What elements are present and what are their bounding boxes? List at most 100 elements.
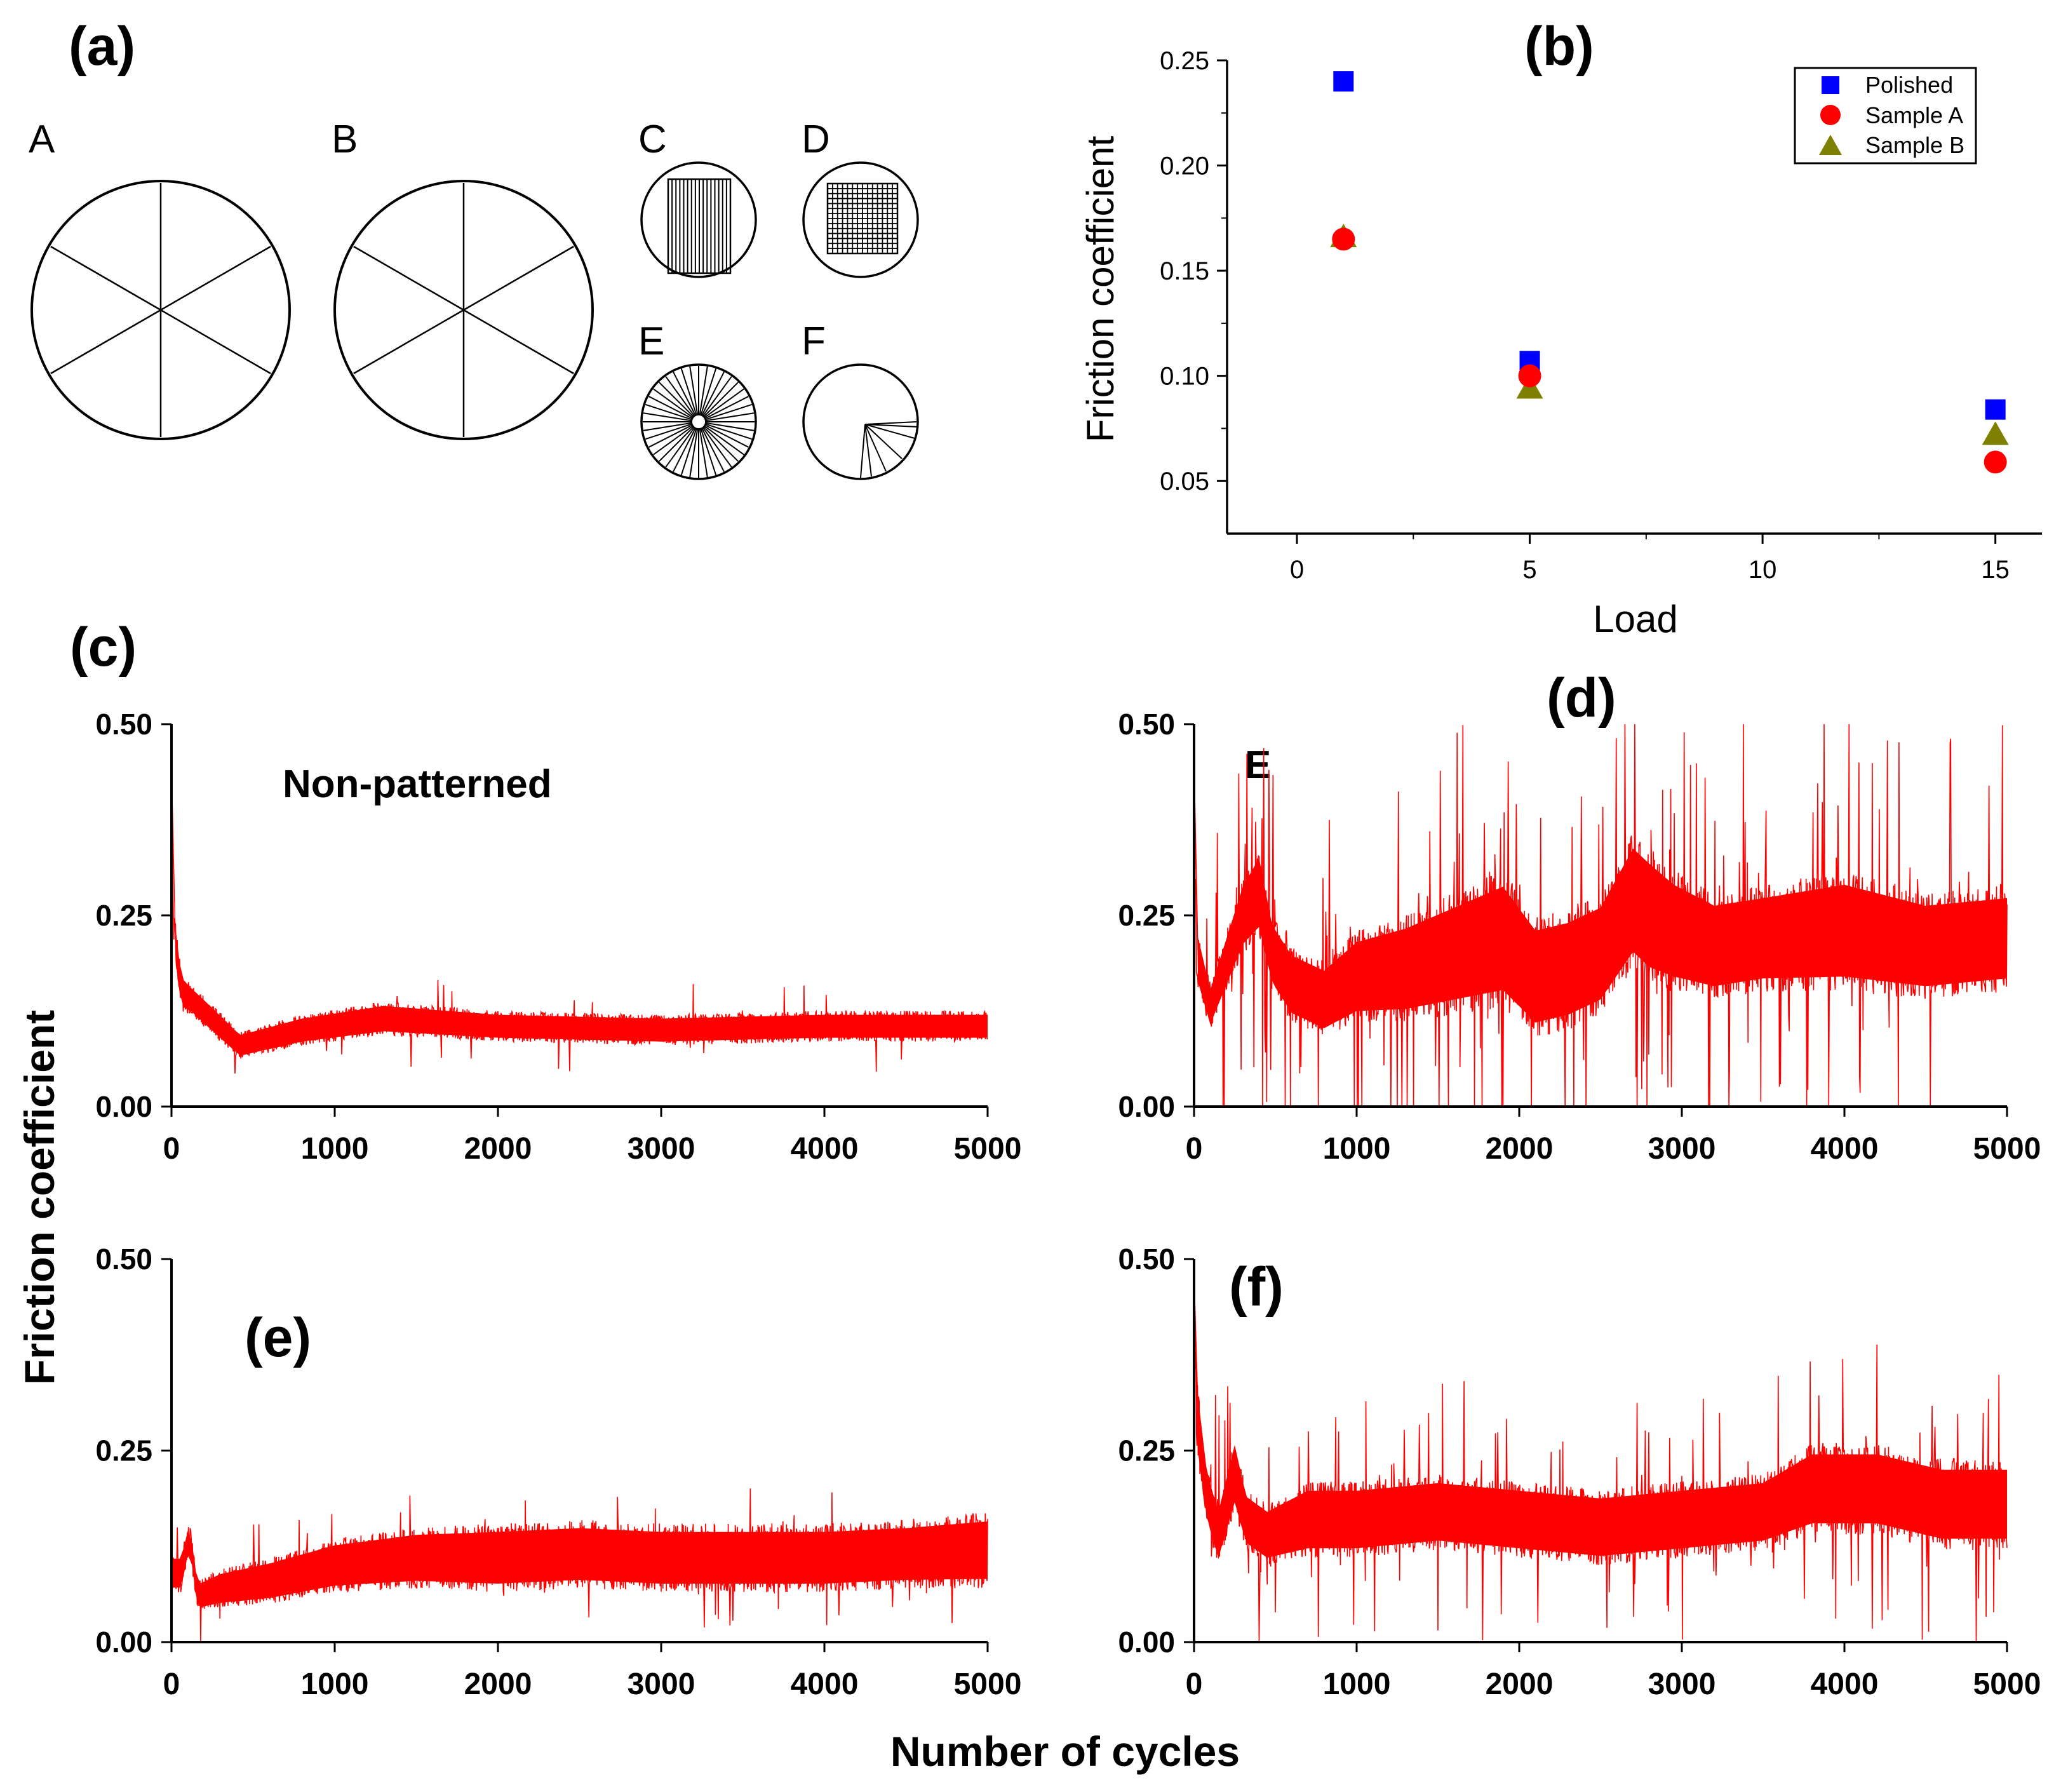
radial-line	[700, 428, 717, 476]
panel-e-tag: (e)	[245, 1307, 311, 1368]
panel-d: 0 1000 2000 3000 4000 5000 0.00 0.25 0.50	[1118, 708, 2041, 1166]
legend-polished-label: Polished	[1865, 72, 1953, 98]
panel-f-x-tick-label: 4000	[1811, 1667, 1879, 1701]
panel-a-tag: (a)	[69, 16, 135, 77]
panel-f-y-tick-label: 0.00	[1118, 1626, 1175, 1659]
polished-point	[1985, 399, 2006, 420]
friction-band-e	[171, 1521, 988, 1607]
radial-line	[680, 368, 697, 416]
panel-e-x-tick-label: 1000	[301, 1667, 369, 1701]
panel-b-x-axis-label: Load	[1593, 598, 1677, 640]
panel-d-x-tick-label: 3000	[1648, 1132, 1716, 1166]
radial-line	[703, 388, 744, 419]
pattern-label-c: C	[638, 118, 667, 161]
spoke-line	[50, 245, 161, 311]
pattern-f-fan	[802, 363, 919, 480]
spoke-line	[160, 309, 271, 375]
sample-a-point	[1984, 450, 2007, 474]
sample-a-point	[1332, 227, 1355, 251]
panel-b-x-tick-label: 15	[1981, 556, 2010, 584]
pattern-label-a: A	[29, 118, 55, 161]
radial-line	[704, 412, 755, 422]
shared-y-axis-label: Friction coefficient	[16, 1010, 63, 1385]
radial-line	[701, 372, 725, 417]
radial-line	[689, 366, 699, 416]
fan-line	[864, 421, 917, 425]
panel-e-x-tick-label: 0	[163, 1667, 180, 1701]
panel-b-y-axis-label: Friction coefficient	[1079, 135, 1122, 442]
pattern-d-grid	[802, 161, 919, 278]
fan-line	[860, 424, 866, 478]
radial-line	[648, 396, 694, 420]
panel-f-x-tick-label: 3000	[1648, 1667, 1716, 1701]
panel-d-y-tick-label: 0.50	[1118, 708, 1175, 741]
panel-b-y-tick-label: 0.10	[1160, 363, 1209, 391]
radial-line	[704, 424, 749, 448]
radial-line	[659, 382, 695, 418]
panel-b-y-tick-label: 0.20	[1160, 152, 1209, 180]
fan-line	[864, 424, 915, 439]
panel-c-tag: (c)	[70, 617, 137, 678]
panel-f-y-tick-label: 0.50	[1118, 1243, 1175, 1276]
panel-f: 0 1000 2000 3000 4000 5000 0.00 0.25 0.50	[1118, 1243, 2041, 1701]
radial-line	[704, 396, 749, 420]
legend-polished-marker	[1822, 76, 1839, 94]
panel-e-y-tick-label: 0.25	[95, 1434, 152, 1467]
pattern-label-f: F	[802, 320, 826, 363]
pattern-label-e: E	[638, 320, 664, 363]
fan-line	[864, 424, 872, 477]
spoke-line	[160, 245, 271, 311]
legend-sample-a-marker	[1820, 105, 1841, 125]
pattern-label-b: B	[332, 118, 358, 161]
radial-line	[699, 428, 708, 478]
sample-b-point	[1982, 421, 2009, 445]
radial-line	[665, 426, 695, 468]
fan-line	[864, 424, 918, 428]
spoke-line	[353, 309, 464, 375]
radial-line	[702, 426, 732, 468]
radial-line	[653, 425, 694, 455]
panel-d-y-tick-label: 0.00	[1118, 1090, 1175, 1123]
radial-line	[673, 372, 697, 417]
legend-sample-b-label: Sample B	[1865, 132, 1964, 158]
panel-b-legend: Polished Sample A Sample B	[1794, 67, 1977, 165]
panel-b-x-tick-label: 0	[1290, 556, 1304, 584]
panel-c-y-tick-label: 0.25	[95, 899, 152, 932]
friction-band-d	[1194, 739, 2007, 1028]
panel-c-x-tick-label: 5000	[954, 1132, 1022, 1166]
pattern-label-d: D	[802, 118, 830, 161]
legend-sample-b-marker	[1819, 135, 1842, 155]
panel-d-tag: (d)	[1547, 668, 1616, 729]
radial-line	[680, 428, 697, 476]
radial-line	[699, 366, 708, 416]
radial-line	[643, 412, 693, 422]
panel-f-x-tick-label: 1000	[1323, 1667, 1391, 1701]
radial-line	[702, 426, 739, 462]
panel-d-x-tick-label: 0	[1186, 1132, 1203, 1166]
panel-b-y-tick-label: 0.15	[1160, 257, 1209, 285]
panel-d-y-tick-label: 0.25	[1118, 899, 1175, 932]
radial-line	[702, 382, 739, 418]
friction-band-c	[171, 747, 988, 1056]
pattern-e-dense-radial	[640, 363, 757, 480]
spoke-line	[50, 309, 161, 375]
panel-b-y-tick-label: 0.05	[1160, 468, 1209, 495]
radial-line	[645, 403, 693, 421]
panel-e-y-tick-label: 0.00	[95, 1626, 152, 1659]
panel-e-y-tick-label: 0.50	[95, 1243, 152, 1276]
radial-line	[665, 376, 695, 417]
panel-c-y-tick-label: 0.50	[95, 708, 152, 741]
panel-e-x-tick-label: 4000	[791, 1667, 859, 1701]
panel-c-x-tick-label: 1000	[301, 1132, 369, 1166]
radial-line	[653, 388, 694, 419]
panel-c-x-tick-label: 3000	[628, 1132, 695, 1166]
panel-b-tag: (b)	[1524, 16, 1594, 77]
pattern-c-vertical-lines	[640, 161, 757, 278]
spoke-line	[353, 245, 464, 311]
panel-d-annotation: E	[1245, 743, 1271, 787]
panel-f-tag: (f)	[1229, 1256, 1284, 1317]
panel-b: (b) 0 5 10 15 0.05 0.10 0.15 0.20 0.25 Friction …	[1079, 16, 2042, 640]
radial-line	[703, 425, 744, 455]
fan-line	[864, 424, 887, 472]
